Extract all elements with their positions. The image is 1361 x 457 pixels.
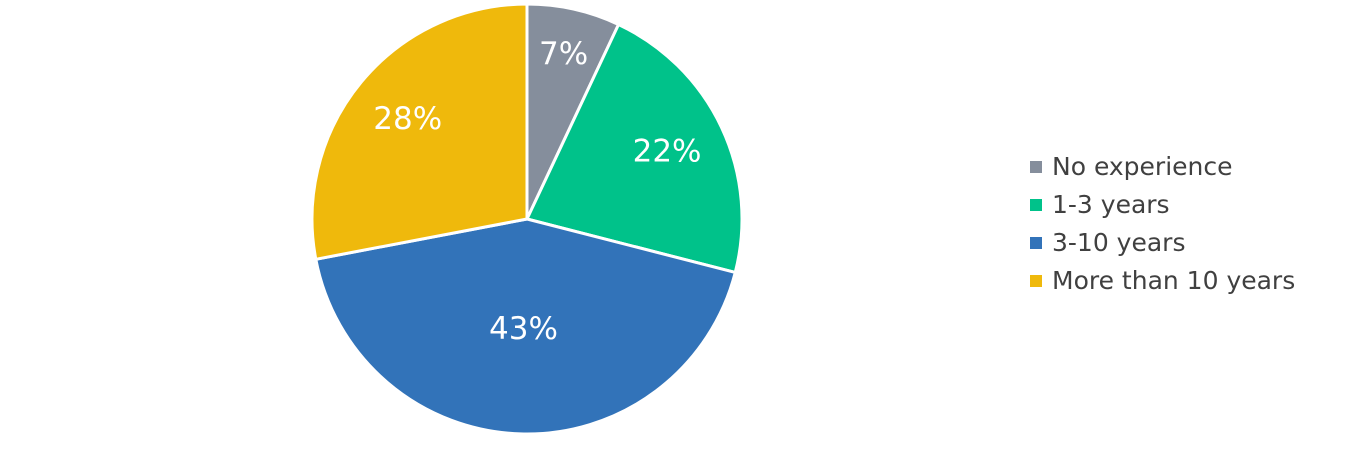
legend-swatch (1030, 237, 1042, 249)
data-label: 22% (633, 134, 702, 170)
legend-swatch (1030, 161, 1042, 173)
pie-slice (310, 2, 529, 262)
legend-label: More than 10 years (1052, 266, 1295, 295)
data-label: 43% (489, 311, 558, 347)
legend-swatch (1030, 199, 1042, 211)
legend-swatch (1030, 275, 1042, 287)
legend-label: No experience (1052, 152, 1233, 181)
data-label: 7% (539, 36, 588, 72)
legend-label: 3-10 years (1052, 228, 1185, 257)
pie-slice (314, 217, 738, 436)
data-label: 28% (373, 101, 442, 137)
pie-slice (524, 22, 744, 275)
legend-label: 1-3 years (1052, 190, 1170, 219)
